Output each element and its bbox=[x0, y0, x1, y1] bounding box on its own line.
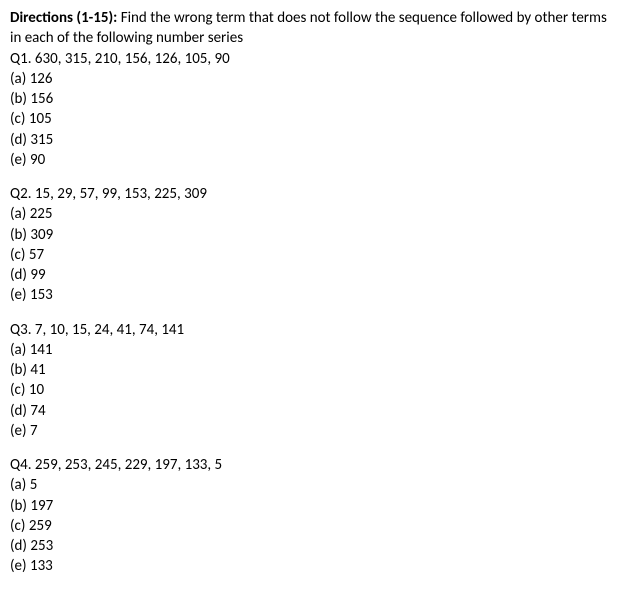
directions-label: Directions (1-15): bbox=[10, 9, 117, 27]
question-2: Q2. 15, 29, 57, 99, 153, 225, 309 (a) 22… bbox=[10, 184, 621, 306]
option-value: 90 bbox=[30, 151, 45, 169]
option-value: 133 bbox=[30, 557, 53, 575]
question-number: Q4. bbox=[10, 456, 31, 474]
option-d: (d) 74 bbox=[10, 401, 621, 421]
option-value: 153 bbox=[30, 286, 53, 304]
question-series-line: Q3. 7, 10, 15, 24, 41, 74, 141 bbox=[10, 320, 621, 340]
question-1: Q1. 630, 315, 210, 156, 126, 105, 90 (a)… bbox=[10, 49, 621, 171]
option-letter: (b) bbox=[10, 226, 27, 244]
option-a: (a) 141 bbox=[10, 340, 621, 360]
option-b: (b) 156 bbox=[10, 89, 621, 109]
option-letter: (c) bbox=[10, 381, 25, 399]
option-letter: (a) bbox=[10, 341, 26, 359]
option-letter: (e) bbox=[10, 286, 27, 304]
option-c: (c) 57 bbox=[10, 245, 621, 265]
question-number: Q2. bbox=[10, 185, 31, 203]
option-value: 74 bbox=[30, 402, 45, 420]
option-value: 5 bbox=[30, 476, 38, 494]
option-letter: (c) bbox=[10, 517, 25, 535]
option-b: (b) 197 bbox=[10, 496, 621, 516]
option-b: (b) 41 bbox=[10, 360, 621, 380]
option-value: 141 bbox=[30, 341, 53, 359]
option-letter: (e) bbox=[10, 422, 27, 440]
question-series: 7, 10, 15, 24, 41, 74, 141 bbox=[35, 321, 184, 339]
option-letter: (a) bbox=[10, 476, 26, 494]
option-c: (c) 105 bbox=[10, 109, 621, 129]
option-value: 225 bbox=[30, 205, 53, 223]
option-c: (c) 10 bbox=[10, 380, 621, 400]
option-value: 259 bbox=[29, 517, 52, 535]
option-a: (a) 5 bbox=[10, 475, 621, 495]
question-number: Q3. bbox=[10, 321, 31, 339]
option-letter: (d) bbox=[10, 402, 27, 420]
question-series: 259, 253, 245, 229, 197, 133, 5 bbox=[35, 456, 222, 474]
option-letter: (b) bbox=[10, 361, 27, 379]
question-4: Q4. 259, 253, 245, 229, 197, 133, 5 (a) … bbox=[10, 455, 621, 577]
option-a: (a) 225 bbox=[10, 204, 621, 224]
option-letter: (c) bbox=[10, 110, 25, 128]
question-series-line: Q4. 259, 253, 245, 229, 197, 133, 5 bbox=[10, 455, 621, 475]
option-value: 99 bbox=[30, 266, 45, 284]
option-value: 156 bbox=[30, 90, 53, 108]
option-value: 105 bbox=[29, 110, 52, 128]
option-value: 253 bbox=[30, 537, 53, 555]
option-c: (c) 259 bbox=[10, 516, 621, 536]
option-e: (e) 7 bbox=[10, 421, 621, 441]
option-letter: (d) bbox=[10, 266, 27, 284]
question-series: 630, 315, 210, 156, 126, 105, 90 bbox=[35, 50, 230, 68]
question-number: Q1. bbox=[10, 50, 31, 68]
option-value: 10 bbox=[29, 381, 44, 399]
option-letter: (b) bbox=[10, 90, 27, 108]
option-e: (e) 90 bbox=[10, 150, 621, 170]
question-series-line: Q1. 630, 315, 210, 156, 126, 105, 90 bbox=[10, 49, 621, 69]
option-letter: (a) bbox=[10, 205, 26, 223]
option-value: 126 bbox=[30, 70, 53, 88]
question-series-line: Q2. 15, 29, 57, 99, 153, 225, 309 bbox=[10, 184, 621, 204]
option-value: 315 bbox=[30, 131, 53, 149]
option-value: 7 bbox=[30, 422, 38, 440]
option-value: 41 bbox=[30, 361, 45, 379]
option-value: 57 bbox=[29, 246, 44, 264]
option-d: (d) 315 bbox=[10, 130, 621, 150]
option-letter: (b) bbox=[10, 497, 27, 515]
option-value: 197 bbox=[30, 497, 53, 515]
option-letter: (d) bbox=[10, 537, 27, 555]
option-letter: (c) bbox=[10, 246, 25, 264]
option-letter: (d) bbox=[10, 131, 27, 149]
option-b: (b) 309 bbox=[10, 225, 621, 245]
option-a: (a) 126 bbox=[10, 69, 621, 89]
option-e: (e) 153 bbox=[10, 285, 621, 305]
question-3: Q3. 7, 10, 15, 24, 41, 74, 141 (a) 141 (… bbox=[10, 320, 621, 442]
option-letter: (e) bbox=[10, 557, 27, 575]
option-letter: (e) bbox=[10, 151, 27, 169]
option-letter: (a) bbox=[10, 70, 26, 88]
option-value: 309 bbox=[30, 226, 53, 244]
option-d: (d) 253 bbox=[10, 536, 621, 556]
question-series: 15, 29, 57, 99, 153, 225, 309 bbox=[35, 185, 207, 203]
directions-block: Directions (1-15): Find the wrong term t… bbox=[10, 8, 621, 49]
option-e: (e) 133 bbox=[10, 556, 621, 576]
option-d: (d) 99 bbox=[10, 265, 621, 285]
